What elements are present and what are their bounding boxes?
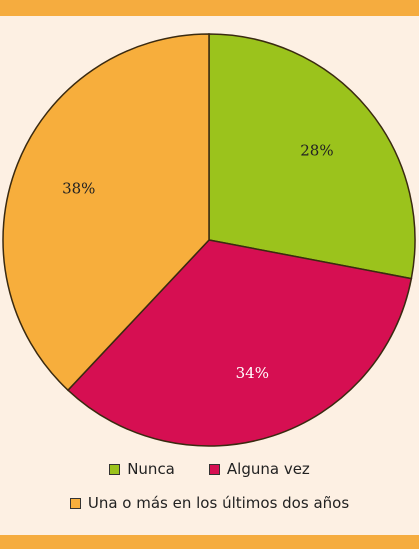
legend-item-nunca: Nunca: [109, 460, 175, 478]
pie-slices: [2, 33, 416, 447]
legend-row: Una o más en los últimos dos años: [0, 494, 419, 512]
legend-label-alguna-vez: Alguna vez: [226, 460, 310, 478]
legend-swatch-ultimos-dos-anos: [69, 497, 81, 509]
legend-swatch-alguna-vez: [208, 463, 220, 475]
legend-row: Nunca Alguna vez: [0, 460, 419, 478]
pie-chart: 28% 34% 38%: [2, 33, 416, 447]
pie-slice-nunca: [208, 33, 416, 280]
pie-labels: 28% 34% 38%: [62, 142, 334, 383]
legend-item-alguna-vez: Alguna vez: [208, 460, 310, 478]
bottom-band: [0, 535, 419, 549]
legend-swatch-nunca: [109, 463, 121, 475]
pie-slice-ultimos-dos-anos: [2, 33, 210, 392]
legend-label-ultimos-dos-anos: Una o más en los últimos dos años: [87, 494, 350, 512]
pie-label-alguna-vez: 34%: [236, 364, 269, 382]
pie-label-ultimos-dos-anos: 38%: [62, 179, 95, 197]
legend-item-ultimos-dos-anos: Una o más en los últimos dos años: [69, 494, 350, 512]
legend-label-nunca: Nunca: [127, 460, 175, 478]
top-band: [0, 0, 419, 16]
pie-slice-alguna-vez: [66, 239, 413, 447]
pie-label-nunca: 28%: [300, 142, 333, 160]
